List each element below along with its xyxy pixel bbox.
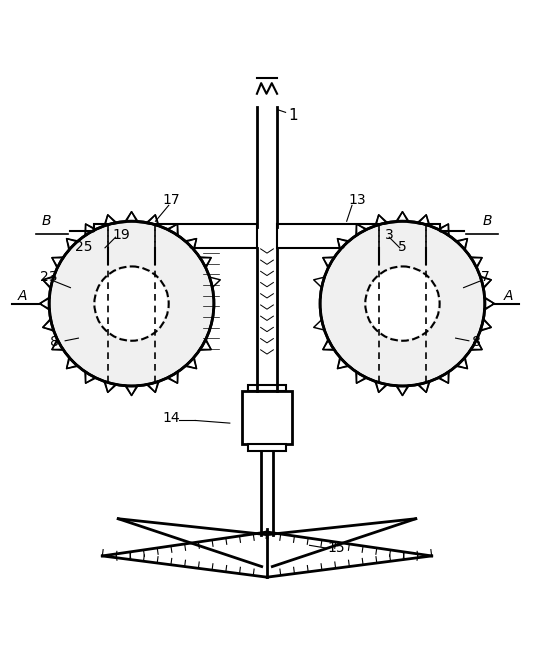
Text: A: A bbox=[504, 289, 514, 303]
Text: 3: 3 bbox=[385, 227, 394, 242]
Text: 8: 8 bbox=[50, 335, 59, 349]
Circle shape bbox=[96, 268, 167, 339]
Circle shape bbox=[321, 223, 483, 384]
Text: 1: 1 bbox=[288, 107, 298, 122]
Text: B: B bbox=[42, 214, 51, 229]
Text: 14: 14 bbox=[162, 411, 180, 425]
Circle shape bbox=[367, 268, 438, 339]
Bar bbox=[95, 224, 257, 248]
Bar bbox=[248, 444, 286, 451]
Bar bbox=[277, 224, 439, 248]
Text: 17: 17 bbox=[162, 193, 180, 207]
Circle shape bbox=[51, 223, 213, 384]
Text: B: B bbox=[483, 214, 492, 229]
Text: A: A bbox=[18, 289, 27, 303]
Text: 15: 15 bbox=[327, 541, 345, 555]
Text: 7: 7 bbox=[481, 270, 489, 284]
Text: 13: 13 bbox=[349, 193, 366, 207]
Bar bbox=[248, 385, 286, 391]
Bar bbox=[242, 391, 292, 444]
Text: 8: 8 bbox=[473, 335, 481, 349]
Text: 5: 5 bbox=[398, 240, 407, 253]
Text: 25: 25 bbox=[75, 240, 92, 253]
Text: 23: 23 bbox=[41, 270, 58, 284]
Text: 19: 19 bbox=[112, 227, 130, 242]
